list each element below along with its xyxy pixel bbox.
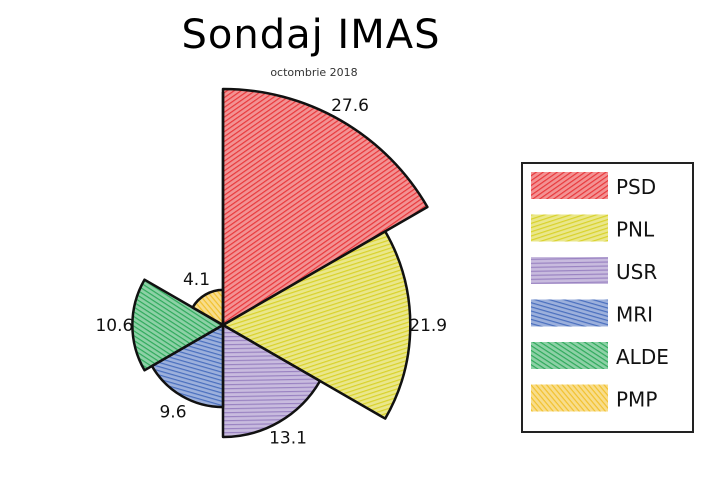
value-labels: 27.6 21.9 13.1 9.6 10.6 4.1 [95, 96, 447, 449]
chart-title: Sondaj IMAS [181, 12, 440, 58]
slice-alde [131, 278, 225, 372]
slice-pnl [221, 230, 412, 420]
legend-swatch-pmp [531, 384, 608, 412]
legend-label-alde: ALDE [616, 345, 669, 369]
value-label-psd: 27.6 [331, 96, 369, 116]
legend: PSD PNL USR MRI ALDE PMP [521, 162, 694, 433]
legend-label-usr: USR [616, 260, 657, 284]
slice-psd [221, 87, 429, 327]
legend-swatch-mri [531, 299, 608, 327]
legend-swatch-pnl [531, 214, 608, 242]
value-label-alde: 10.6 [95, 316, 133, 336]
legend-swatch-alde [531, 342, 608, 369]
chart-subtitle: octombrie 2018 [270, 66, 357, 79]
value-label-mri: 9.6 [159, 403, 186, 423]
legend-swatch-usr [531, 257, 608, 284]
legend-label-pnl: PNL [616, 218, 655, 242]
legend-swatch-psd [531, 172, 608, 199]
value-label-pmp: 4.1 [183, 270, 210, 290]
legend-label-pmp: PMP [616, 388, 657, 412]
slice-mri [150, 323, 225, 409]
value-label-usr: 13.1 [269, 429, 307, 449]
value-label-pnl: 21.9 [409, 316, 447, 336]
slice-usr [221, 323, 322, 439]
legend-label-psd: PSD [616, 175, 656, 199]
slices-group [131, 87, 429, 439]
legend-label-mri: MRI [616, 303, 653, 327]
